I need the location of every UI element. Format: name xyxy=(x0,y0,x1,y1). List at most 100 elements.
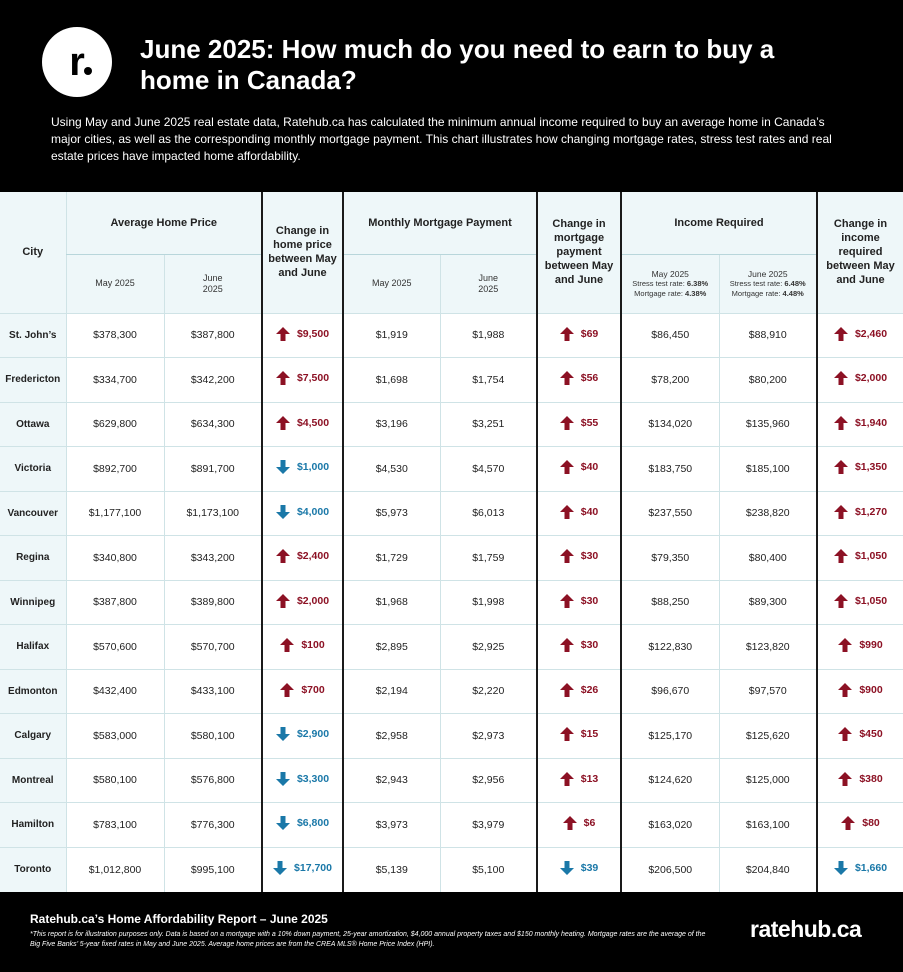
payment-may: $2,958 xyxy=(343,713,440,758)
price-change: $4,000 xyxy=(261,490,344,536)
payment-change: $56 xyxy=(536,357,622,402)
col-income-may: May 2025 Stress test rate: 6.38% Mortgag… xyxy=(621,254,719,313)
income-may-label: May 2025 xyxy=(651,268,689,279)
table-row: St. John’s $378,300 $387,800 $9,500 $1,919 $1… xyxy=(0,312,903,358)
city-name: St. John’s xyxy=(0,312,66,358)
arrow-up-icon xyxy=(559,549,574,564)
income-may: $163,020 xyxy=(621,802,719,847)
income-june: $135,960 xyxy=(718,401,817,447)
change-value: $2,400 xyxy=(296,550,330,563)
change-value: $2,900 xyxy=(296,728,330,741)
change-value: $1,660 xyxy=(854,862,888,874)
payment-change: $40 xyxy=(536,446,622,491)
price-may: $580,100 xyxy=(65,757,164,803)
income-change: $2,000 xyxy=(816,357,903,402)
income-may-stress-value: 6.38% xyxy=(686,278,709,288)
price-change: $2,900 xyxy=(261,713,344,758)
change-indicator: $30 xyxy=(559,549,598,564)
price-may: $334,700 xyxy=(65,357,164,402)
income-june: $204,840 xyxy=(718,846,817,892)
col-income: Income Required xyxy=(621,192,817,255)
change-indicator: $1,050 xyxy=(833,549,887,564)
income-may: $88,250 xyxy=(621,579,719,625)
payment-change: $69 xyxy=(536,312,622,358)
payment-june: $2,956 xyxy=(439,757,537,803)
change-indicator: $1,940 xyxy=(833,415,887,430)
change-indicator: $700 xyxy=(280,682,325,697)
income-may: $183,750 xyxy=(621,446,719,491)
col-change-payment: Change in mortgage payment between May a… xyxy=(536,192,622,313)
arrow-up-icon xyxy=(838,682,853,697)
income-may-rate-label: Mortgage rate: xyxy=(634,288,683,298)
payment-may: $3,973 xyxy=(343,802,440,847)
city-name: Toronto xyxy=(0,846,66,892)
page-title: June 2025: How much do you need to earn … xyxy=(140,34,775,95)
change-value: $6 xyxy=(583,817,596,830)
income-june: $238,820 xyxy=(718,490,817,536)
payment-june: $5,100 xyxy=(439,846,537,892)
arrow-up-icon xyxy=(559,415,574,430)
price-change: $17,700 xyxy=(261,846,344,892)
intro-text: Using May and June 2025 real estate data… xyxy=(51,115,832,163)
arrow-down-icon xyxy=(833,861,848,875)
change-value: $3,300 xyxy=(296,772,330,785)
payment-change: $26 xyxy=(536,668,622,714)
price-june: $634,300 xyxy=(163,401,262,447)
change-indicator: $39 xyxy=(559,861,598,875)
table-row: Montreal $580,100 $576,800 $3,300 $2,943 $2,9… xyxy=(0,757,903,803)
payment-change: $39 xyxy=(536,846,622,892)
income-june-stress-label: Stress test rate: xyxy=(729,278,783,288)
change-value: $700 xyxy=(301,683,325,696)
income-june: $97,570 xyxy=(718,668,817,714)
arrow-up-icon xyxy=(275,326,290,341)
arrow-up-icon xyxy=(559,727,574,742)
income-may-rate: Mortgage rate: 4.38% xyxy=(622,289,719,299)
price-may: $432,400 xyxy=(65,668,164,714)
col-change-payment-label: Change in mortgage payment between May a… xyxy=(544,218,614,287)
change-indicator: $900 xyxy=(838,682,883,697)
price-june: $570,700 xyxy=(163,624,262,669)
income-june: $163,100 xyxy=(718,802,817,847)
price-change: $9,500 xyxy=(261,312,344,358)
city-name: Montreal xyxy=(0,757,66,803)
income-june: $125,000 xyxy=(718,757,817,803)
price-may: $783,100 xyxy=(65,802,164,847)
payment-change: $30 xyxy=(536,535,622,580)
price-june: $387,800 xyxy=(163,312,262,358)
income-june-stress-value: 6.48% xyxy=(784,278,806,288)
arrow-up-icon xyxy=(833,549,848,564)
arrow-down-icon xyxy=(275,460,290,475)
col-change-income-label: Change in income required between May an… xyxy=(826,218,895,287)
payment-june: $3,979 xyxy=(439,802,537,847)
arrow-up-icon xyxy=(559,593,574,608)
price-may: $570,600 xyxy=(65,624,164,669)
income-change: $1,660 xyxy=(816,846,903,892)
change-indicator: $56 xyxy=(559,371,599,386)
col-payment-june-label: June 2025 xyxy=(478,272,499,294)
arrow-up-icon xyxy=(275,371,290,386)
income-june: $80,200 xyxy=(718,357,817,402)
table-row: Vancouver $1,177,100 $1,173,100 $4,000 $5,97… xyxy=(0,490,903,536)
change-value: $6,800 xyxy=(296,817,330,830)
change-value: $100 xyxy=(301,639,325,652)
table-row: Edmonton $432,400 $433,100 $700 $2,194 $2,220… xyxy=(0,668,903,714)
change-indicator: $3,300 xyxy=(275,771,330,786)
income-change: $2,460 xyxy=(816,312,903,358)
change-indicator: $40 xyxy=(559,504,599,519)
change-value: $40 xyxy=(580,505,599,518)
col-city: City xyxy=(0,192,66,313)
price-may: $1,012,800 xyxy=(65,846,164,892)
price-change: $700 xyxy=(261,668,344,714)
col-change-price-label: Change in home price between May and Jun… xyxy=(268,225,337,280)
change-indicator: $30 xyxy=(559,638,598,653)
change-value: $900 xyxy=(859,683,883,696)
col-price-june: June 2025 xyxy=(163,254,262,313)
income-june: $88,910 xyxy=(718,312,817,358)
price-june: $891,700 xyxy=(163,446,262,491)
price-change: $7,500 xyxy=(261,357,344,402)
income-change: $1,050 xyxy=(816,579,903,625)
income-change: $380 xyxy=(816,757,903,803)
change-indicator: $450 xyxy=(838,727,883,742)
footer-title: Ratehub.ca’s Home Affordability Report –… xyxy=(30,912,328,926)
change-value: $56 xyxy=(580,372,599,385)
